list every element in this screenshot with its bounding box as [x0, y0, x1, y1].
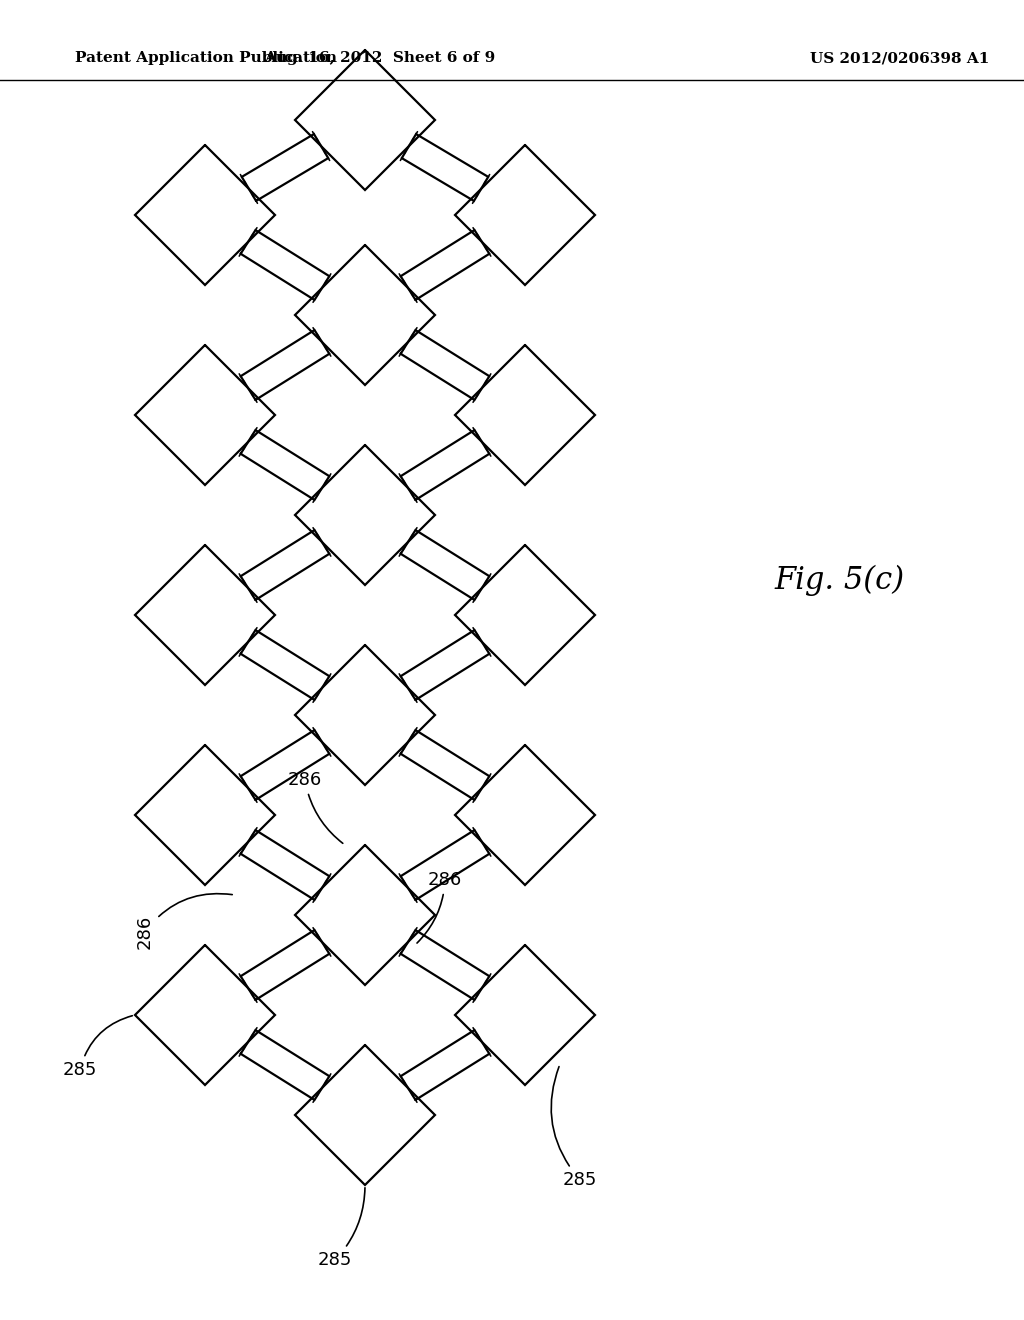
Text: US 2012/0206398 A1: US 2012/0206398 A1 — [810, 51, 989, 65]
Text: Aug. 16, 2012  Sheet 6 of 9: Aug. 16, 2012 Sheet 6 of 9 — [264, 51, 496, 65]
Text: Fig. 5(c): Fig. 5(c) — [775, 565, 905, 595]
Text: 286: 286 — [288, 771, 343, 843]
Text: Patent Application Publication: Patent Application Publication — [75, 51, 337, 65]
Text: 285: 285 — [317, 1188, 365, 1269]
Text: 286: 286 — [417, 871, 462, 942]
Text: 285: 285 — [62, 1015, 132, 1078]
Text: 285: 285 — [551, 1067, 597, 1189]
Text: 286: 286 — [136, 894, 232, 949]
